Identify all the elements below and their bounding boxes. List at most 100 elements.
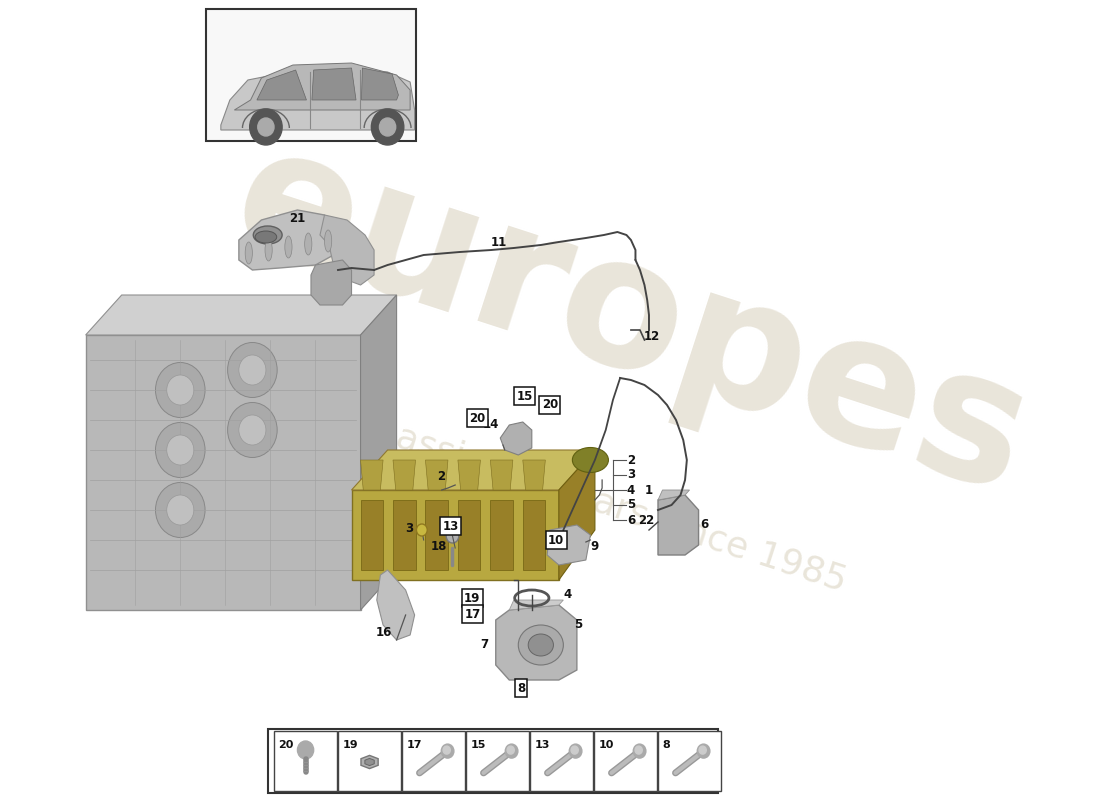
Text: 7: 7 [480, 638, 488, 651]
Polygon shape [320, 215, 374, 285]
Ellipse shape [155, 422, 205, 478]
Polygon shape [491, 460, 513, 490]
Polygon shape [311, 260, 352, 305]
Ellipse shape [324, 230, 332, 252]
FancyBboxPatch shape [658, 731, 722, 791]
Polygon shape [500, 422, 531, 455]
FancyBboxPatch shape [338, 731, 402, 791]
Polygon shape [522, 500, 546, 570]
Polygon shape [458, 500, 481, 570]
Text: 20: 20 [541, 398, 558, 411]
Polygon shape [312, 68, 356, 100]
Circle shape [372, 109, 404, 145]
Ellipse shape [167, 435, 194, 465]
Circle shape [635, 746, 642, 754]
Text: 12: 12 [644, 330, 660, 343]
Circle shape [379, 118, 396, 136]
Text: 8: 8 [517, 682, 525, 694]
Text: 5: 5 [627, 498, 635, 511]
FancyBboxPatch shape [466, 731, 529, 791]
Text: 15: 15 [516, 390, 532, 402]
Circle shape [634, 744, 646, 758]
Text: 20: 20 [470, 411, 486, 425]
Text: 21: 21 [289, 211, 306, 225]
Text: 13: 13 [535, 740, 550, 750]
Text: 2: 2 [438, 470, 446, 483]
Polygon shape [458, 460, 481, 490]
Text: 14: 14 [483, 418, 499, 431]
FancyBboxPatch shape [267, 729, 718, 793]
FancyBboxPatch shape [274, 731, 337, 791]
Polygon shape [509, 600, 563, 610]
Text: 10: 10 [598, 740, 614, 750]
Polygon shape [393, 460, 416, 490]
Text: 9: 9 [591, 539, 600, 553]
Polygon shape [362, 68, 398, 100]
Polygon shape [496, 605, 576, 680]
Ellipse shape [239, 415, 266, 445]
Ellipse shape [167, 375, 194, 405]
Text: 5: 5 [574, 618, 582, 631]
Text: 19: 19 [464, 591, 481, 605]
Text: 1: 1 [645, 483, 653, 497]
Text: 19: 19 [342, 740, 359, 750]
Circle shape [297, 741, 313, 759]
Polygon shape [377, 570, 415, 640]
Ellipse shape [305, 233, 312, 255]
Polygon shape [559, 450, 595, 580]
Polygon shape [234, 63, 410, 110]
Ellipse shape [518, 625, 563, 665]
Ellipse shape [245, 242, 252, 264]
Polygon shape [257, 70, 307, 100]
Polygon shape [361, 460, 383, 490]
Polygon shape [361, 500, 383, 570]
Ellipse shape [265, 239, 272, 261]
Circle shape [570, 744, 582, 758]
Polygon shape [86, 295, 397, 335]
Polygon shape [86, 335, 361, 610]
Ellipse shape [228, 402, 277, 458]
Polygon shape [426, 460, 448, 490]
Text: 6: 6 [627, 514, 635, 526]
Ellipse shape [447, 529, 459, 543]
FancyBboxPatch shape [530, 731, 593, 791]
Circle shape [697, 744, 710, 758]
Text: 18: 18 [431, 539, 448, 553]
Ellipse shape [155, 482, 205, 538]
Circle shape [700, 746, 706, 754]
Ellipse shape [285, 236, 292, 258]
FancyBboxPatch shape [402, 731, 465, 791]
Circle shape [441, 744, 454, 758]
Text: 4: 4 [563, 587, 572, 601]
Text: 3: 3 [627, 469, 635, 482]
Polygon shape [393, 500, 416, 570]
Circle shape [257, 118, 274, 136]
Text: 4: 4 [627, 483, 635, 497]
Polygon shape [365, 758, 374, 766]
Text: 20: 20 [278, 740, 294, 750]
Text: 6: 6 [701, 518, 710, 531]
Text: 11: 11 [491, 237, 507, 250]
Text: europes: europes [212, 109, 1049, 531]
FancyBboxPatch shape [594, 731, 657, 791]
Polygon shape [658, 495, 698, 555]
Text: 2: 2 [627, 454, 635, 466]
Polygon shape [426, 500, 448, 570]
Polygon shape [239, 210, 338, 270]
FancyBboxPatch shape [207, 9, 416, 141]
Ellipse shape [255, 231, 277, 243]
Polygon shape [361, 755, 378, 769]
Polygon shape [522, 460, 546, 490]
Circle shape [250, 109, 282, 145]
Text: 15: 15 [471, 740, 486, 750]
Ellipse shape [572, 447, 608, 473]
Ellipse shape [528, 634, 553, 656]
Ellipse shape [155, 362, 205, 418]
Ellipse shape [417, 524, 427, 536]
Circle shape [507, 746, 515, 754]
Ellipse shape [253, 226, 282, 244]
Circle shape [505, 744, 518, 758]
Text: 3: 3 [405, 522, 414, 534]
Text: 22: 22 [638, 514, 654, 526]
Polygon shape [491, 500, 513, 570]
